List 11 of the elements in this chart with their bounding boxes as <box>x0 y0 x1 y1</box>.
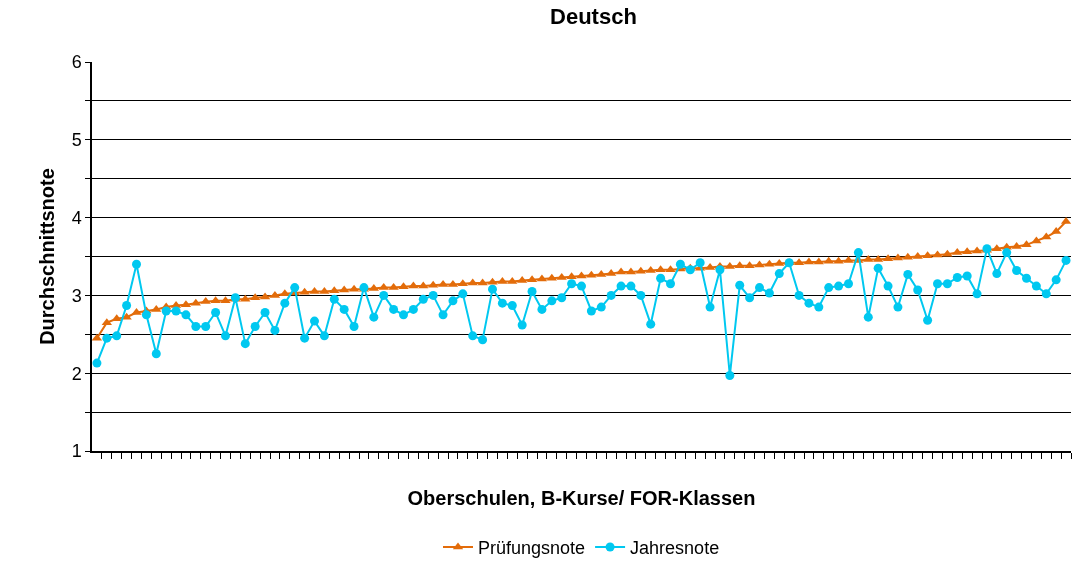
y-tick-label: 4 <box>71 207 82 228</box>
y-axis-title: Durchschnittsnote <box>35 168 58 345</box>
legend-label: Jahresnote <box>630 538 720 559</box>
x-axis-title: Oberschulen, B-Kurse/ FOR-Klassen <box>407 487 756 510</box>
y-tick-label: 6 <box>71 52 82 73</box>
y-tick-label: 2 <box>71 363 82 384</box>
chart-title: Deutsch <box>550 4 637 30</box>
y-tick-label: 5 <box>71 130 82 151</box>
y-tick-label: 1 <box>71 441 82 462</box>
y-tick-label: 3 <box>71 285 82 306</box>
legend-label: Prüfungsnote <box>478 538 586 559</box>
